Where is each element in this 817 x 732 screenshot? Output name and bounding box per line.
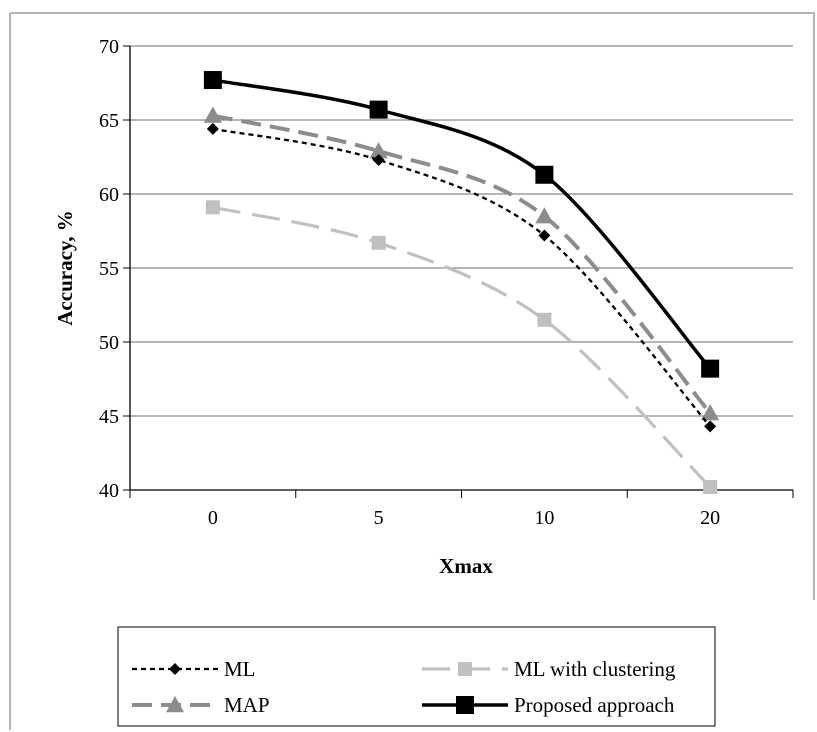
legend-item-ml-with-clustering: ML with clustering	[422, 657, 676, 681]
series-point	[535, 165, 554, 184]
series-point	[169, 663, 181, 675]
series-line	[212, 205, 712, 489]
series-point	[701, 404, 720, 421]
series-point	[205, 200, 220, 215]
series-point	[538, 229, 551, 242]
y-tick-label: 65	[99, 110, 119, 132]
series-ml	[206, 122, 717, 433]
series-point	[701, 359, 720, 378]
y-tick-label: 70	[99, 36, 119, 58]
series-point	[372, 153, 385, 166]
y-axis-ticks: 40 45 50 55 60 65 70	[99, 36, 130, 502]
legend-label: MAP	[224, 693, 270, 717]
series-point	[458, 662, 472, 676]
y-tick-label: 55	[99, 258, 119, 280]
y-tick-label: 40	[99, 480, 119, 502]
gridlines	[130, 45, 793, 417]
x-tick-label: 0	[208, 507, 218, 529]
series-line	[212, 78, 712, 370]
series-point	[206, 122, 219, 135]
x-axis-label: Xmax	[439, 554, 493, 578]
series-point	[369, 100, 388, 119]
chart-border	[9, 12, 815, 730]
series-proposed-approach	[203, 71, 720, 378]
series-point	[537, 312, 552, 327]
x-tick-label: 5	[374, 507, 384, 529]
legend-item-proposed-approach: Proposed approach	[422, 693, 675, 717]
legend-label: Proposed approach	[514, 693, 675, 717]
series-point	[369, 142, 388, 159]
legend-item-map: MAP	[132, 693, 270, 717]
y-tick-label: 50	[99, 332, 119, 354]
legend-label: ML	[224, 657, 256, 681]
legend-item-ml: ML	[132, 657, 256, 681]
series-ml-with-clustering	[205, 200, 718, 495]
series-point	[704, 420, 717, 433]
series-line	[212, 127, 711, 428]
series-point	[535, 207, 554, 224]
y-tick-label: 45	[99, 406, 119, 428]
y-tick-label: 60	[99, 184, 119, 206]
x-axis-ticks: 0 5 10 20	[129, 490, 794, 529]
legend-label: ML with clustering	[514, 657, 676, 681]
series-point	[203, 106, 222, 123]
series-map	[203, 106, 720, 421]
series-layer	[203, 71, 720, 495]
legend: ML ML with clustering MAP Proposed approach	[117, 626, 716, 727]
x-tick-label: 20	[700, 507, 720, 529]
series-point	[166, 696, 184, 713]
legend-box	[117, 626, 716, 727]
y-axis-label: Accuracy, %	[53, 210, 77, 325]
series-point	[456, 696, 474, 714]
legend-items: ML ML with clustering MAP Proposed approach	[132, 657, 676, 717]
series-point	[371, 235, 386, 250]
series-line	[212, 113, 712, 415]
series-point	[203, 71, 222, 90]
series-point	[703, 480, 718, 495]
x-tick-label: 10	[534, 507, 554, 529]
